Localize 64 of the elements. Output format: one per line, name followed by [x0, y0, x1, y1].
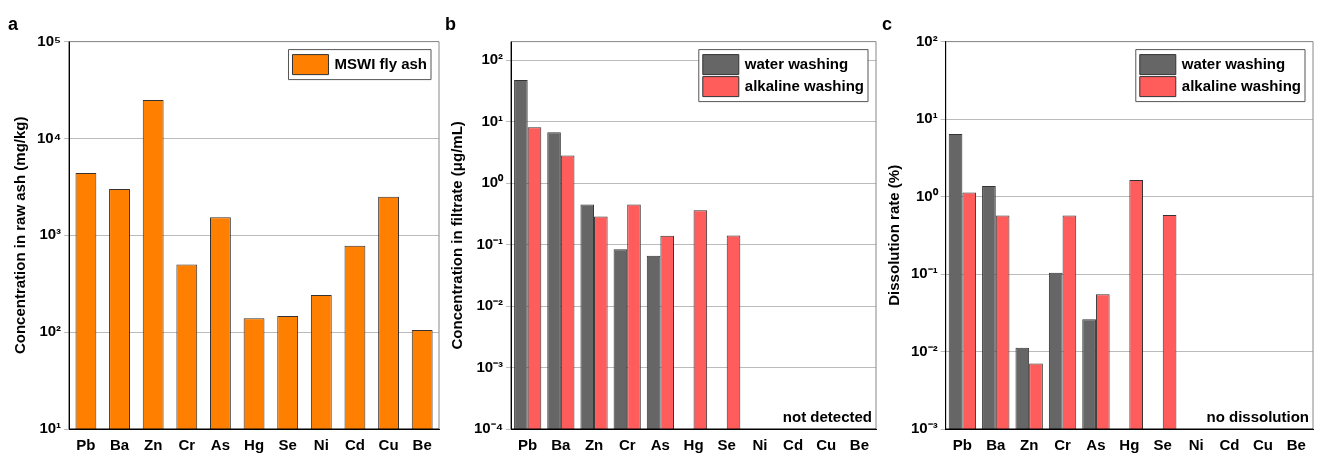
x-tick-label: Hg: [683, 436, 704, 454]
y-axis-title: Concentration in filtrate (μg/mL): [448, 121, 466, 350]
x-tick-label: Be: [849, 436, 870, 454]
y-tick-label: 10²: [481, 50, 504, 68]
x-tick-label: Pb: [952, 436, 972, 454]
x-tick-label: Be: [412, 436, 432, 454]
y-tick-label: 10²: [39, 322, 62, 340]
chart-title: c: [882, 13, 893, 34]
y-tick-label: 10⁰: [915, 186, 939, 204]
y-axis-title: Dissolution rate (%): [885, 164, 903, 306]
y-tick-label: 10⁻¹: [476, 234, 504, 252]
y-tick-label: 10⁵: [37, 31, 62, 49]
x-tick-label: Zn: [1020, 436, 1039, 454]
chart-title: a: [8, 13, 19, 34]
annotation: no dissolution: [1206, 407, 1309, 425]
y-tick-label: 10³: [39, 225, 62, 243]
x-tick-label: As: [1086, 436, 1106, 454]
y-tick-label: 10¹: [481, 111, 504, 129]
y-tick-label: 10⁻¹: [910, 264, 938, 282]
x-tick-label: Zn: [144, 436, 163, 454]
legend-label: alkaline washing: [744, 76, 865, 94]
y-tick-label: 10⁻³: [910, 419, 938, 437]
x-tick-label: Cu: [378, 436, 399, 454]
x-tick-label: Cr: [618, 436, 636, 454]
legend-label: water washing: [1180, 54, 1286, 72]
x-tick-label: Ni: [1188, 436, 1204, 454]
x-tick-label: Cu: [1252, 436, 1273, 454]
x-tick-label: Cd: [344, 436, 365, 454]
x-tick-label: Se: [717, 436, 736, 454]
x-tick-label: Pb: [76, 436, 96, 454]
y-tick-label: 10⁴: [36, 128, 62, 146]
x-tick-label: Cr: [178, 436, 196, 454]
x-tick-label: Cu: [816, 436, 837, 454]
x-tick-label: Se: [1153, 436, 1172, 454]
x-tick-label: As: [650, 436, 670, 454]
y-axis-title: Concentration in raw ash (mg/kg): [11, 116, 29, 355]
x-tick-label: Ni: [752, 436, 768, 454]
x-tick-label: Pb: [518, 436, 538, 454]
x-tick-label: Cd: [1219, 436, 1240, 454]
y-tick-label: 10¹: [39, 419, 62, 437]
y-tick-label: 10⁻⁴: [473, 419, 504, 437]
x-tick-label: Cd: [783, 436, 804, 454]
x-tick-label: Ni: [313, 436, 329, 454]
legend-label: MSWI fly ash: [334, 54, 427, 72]
x-tick-label: Ba: [551, 436, 572, 454]
x-tick-label: As: [210, 436, 231, 454]
y-tick-label: 10¹: [915, 109, 938, 127]
y-tick-label: 10⁰: [481, 173, 505, 191]
y-tick-label: 10⁻³: [476, 357, 504, 375]
x-tick-label: Ba: [109, 436, 130, 454]
x-tick-label: Be: [1286, 436, 1306, 454]
chart-title: b: [445, 13, 456, 34]
x-tick-label: Se: [278, 436, 297, 454]
x-tick-label: Zn: [584, 436, 604, 454]
x-tick-label: Hg: [1119, 436, 1140, 454]
y-tick-label: 10²: [915, 31, 938, 49]
y-tick-label: 10⁻²: [910, 341, 938, 359]
x-tick-label: Ba: [986, 436, 1007, 454]
legend-label: water washing: [743, 54, 849, 72]
x-tick-label: Hg: [244, 436, 265, 454]
annotation: not detected: [782, 407, 872, 425]
legend-label: alkaline washing: [1181, 76, 1302, 94]
x-tick-label: Cr: [1054, 436, 1072, 454]
y-tick-label: 10⁻²: [476, 296, 504, 314]
